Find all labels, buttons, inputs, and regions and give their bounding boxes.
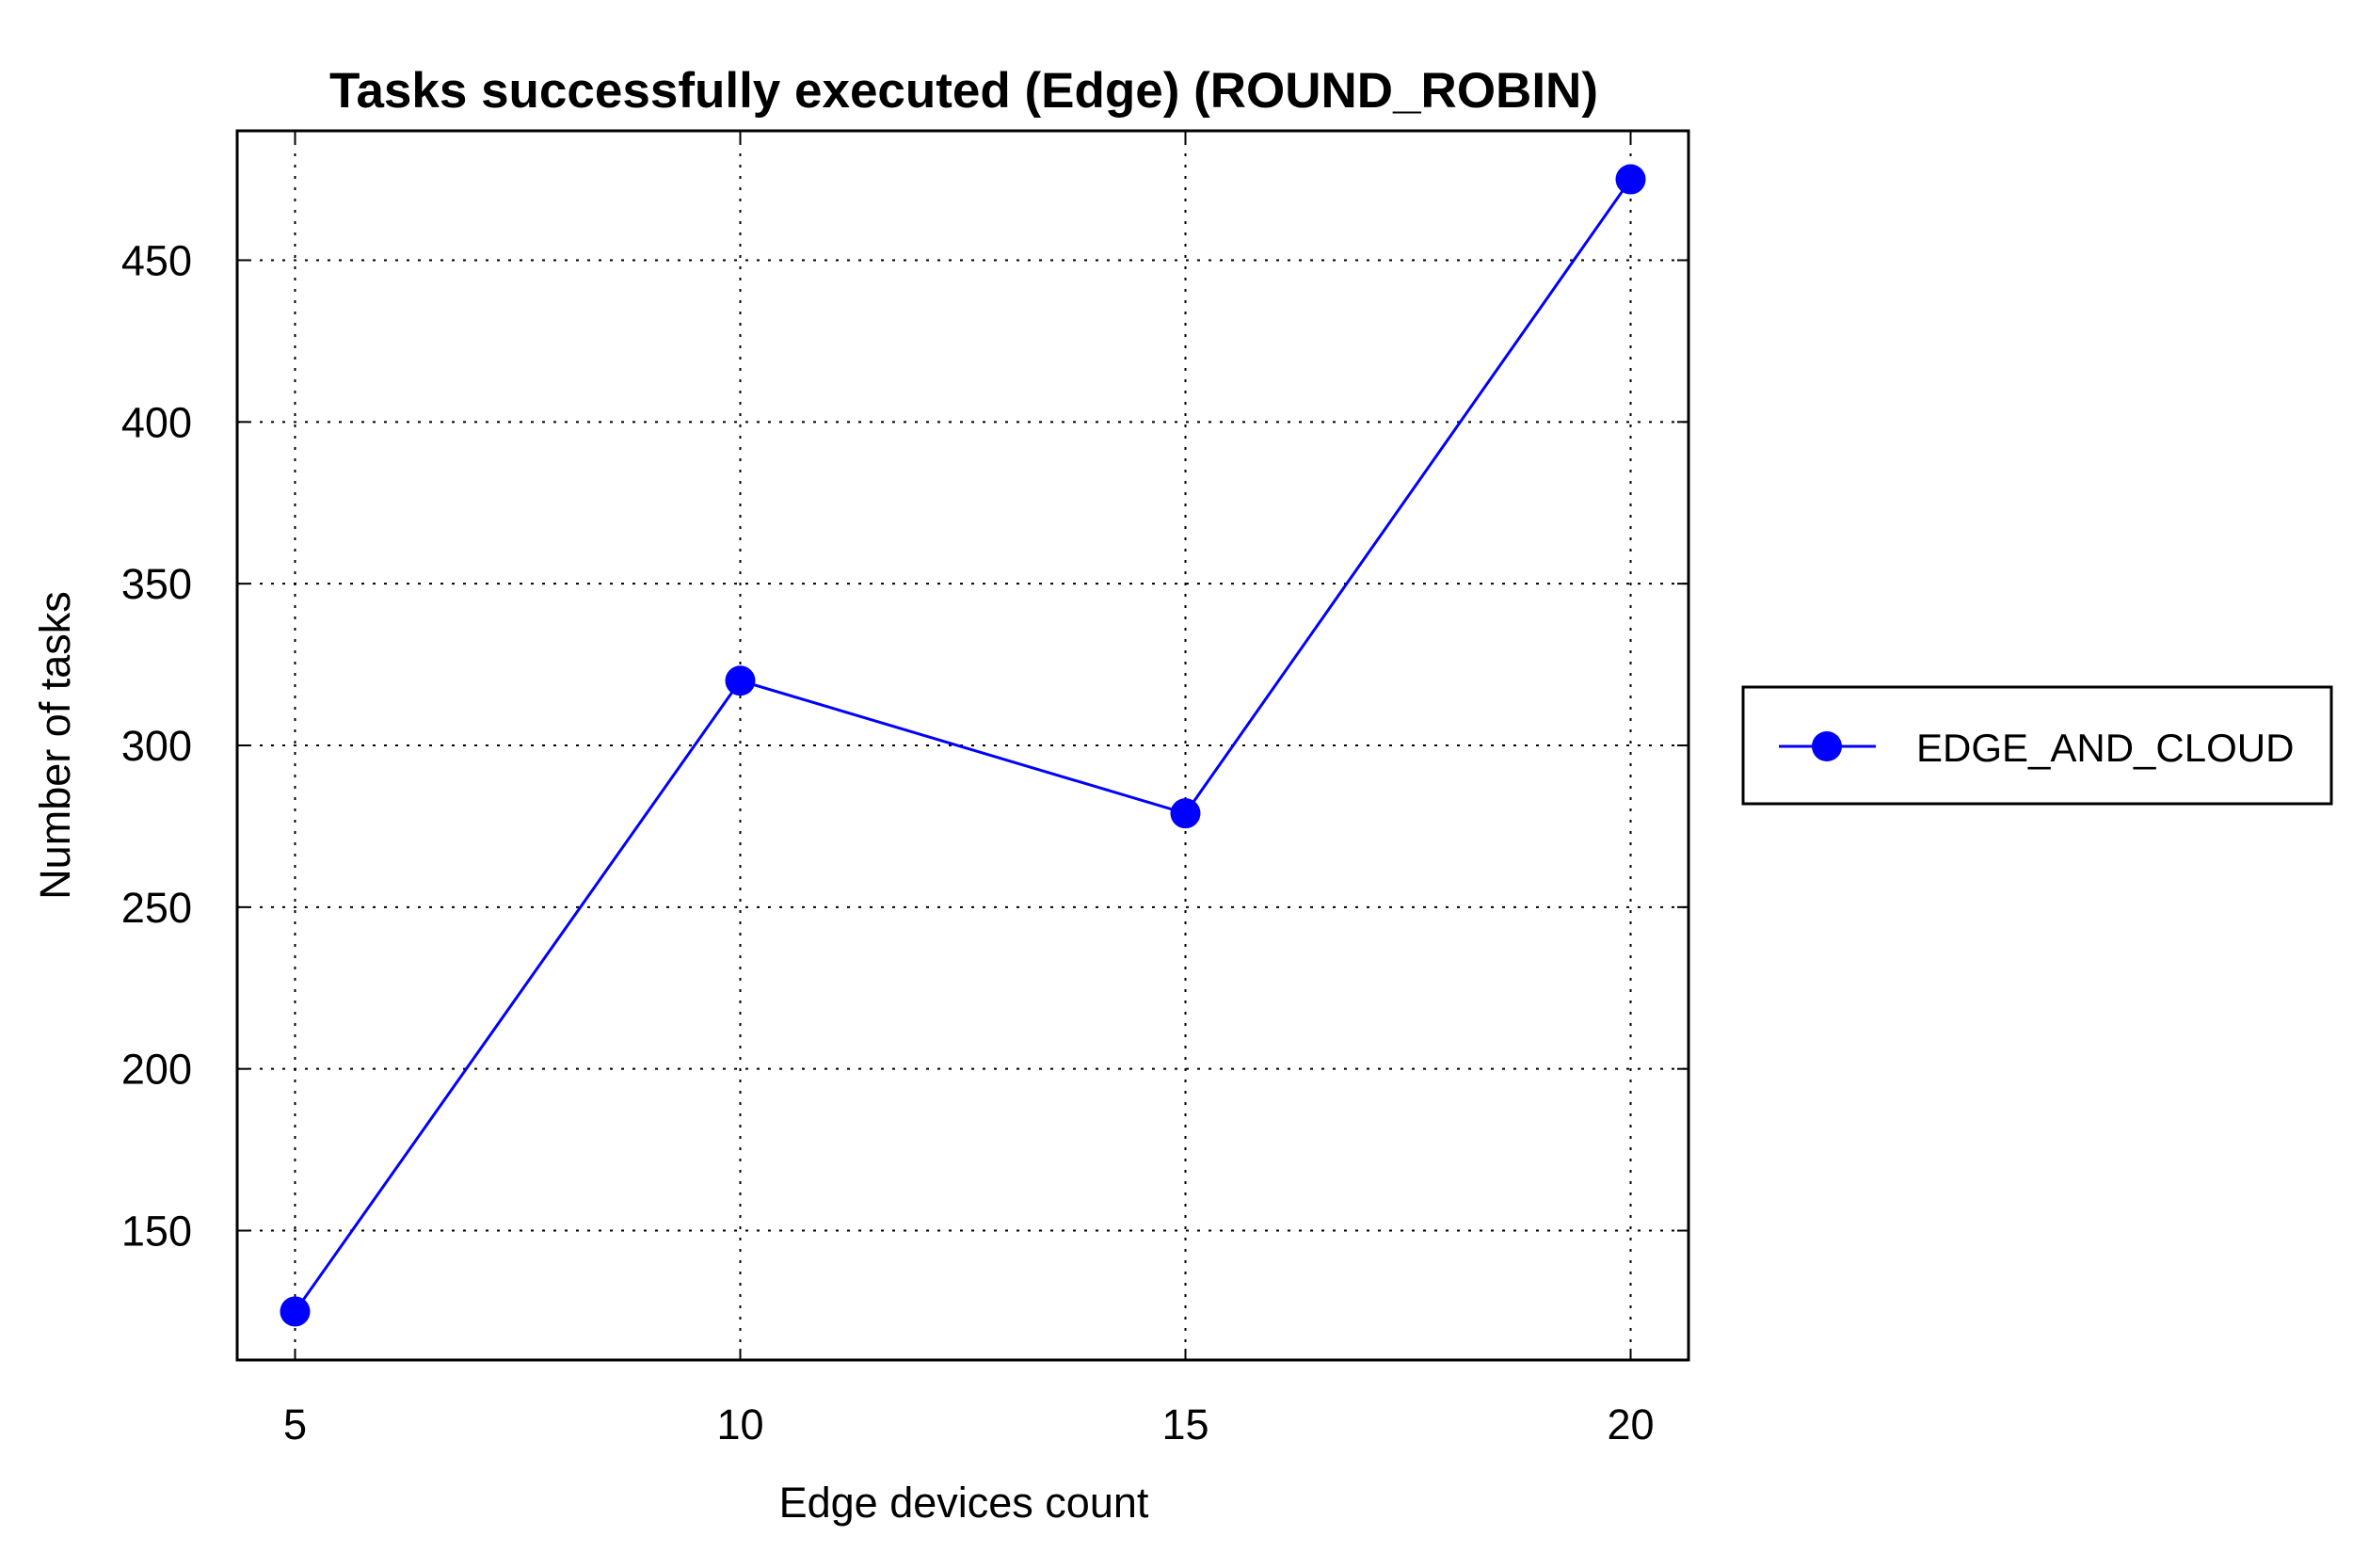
chart-title: Tasks successfully executed (Edge) (ROUN… (329, 63, 1598, 119)
y-tick-label: 250 (121, 884, 192, 932)
legend-marker (1812, 731, 1842, 761)
x-tick-label: 5 (283, 1400, 307, 1448)
y-tick-label: 400 (121, 398, 192, 446)
data-point (1170, 798, 1201, 829)
data-point (280, 1296, 311, 1327)
x-tick-label: 20 (1607, 1400, 1654, 1448)
y-tick-label: 450 (121, 236, 192, 284)
legend-label: EDGE_AND_CLOUD (1916, 726, 2294, 770)
series-layer (280, 164, 1646, 1327)
y-tick-label: 150 (121, 1208, 192, 1256)
x-axis-label: Edge devices count (779, 1479, 1149, 1527)
data-point (1615, 164, 1646, 195)
legend: EDGE_AND_CLOUD (1741, 685, 2333, 806)
grid (237, 131, 1689, 1360)
x-tick-label: 15 (1161, 1400, 1209, 1448)
x-tick-label: 10 (716, 1400, 763, 1448)
series-line (294, 178, 1632, 1313)
y-axis-label: Number of tasks (31, 591, 79, 900)
y-tick-label: 300 (121, 722, 192, 770)
axis-ticks: 5 10 15 20 150 200 250 300 350 400 450 (121, 131, 1689, 1448)
y-tick-label: 350 (121, 560, 192, 608)
data-point (725, 665, 756, 696)
y-tick-label: 200 (121, 1046, 192, 1094)
